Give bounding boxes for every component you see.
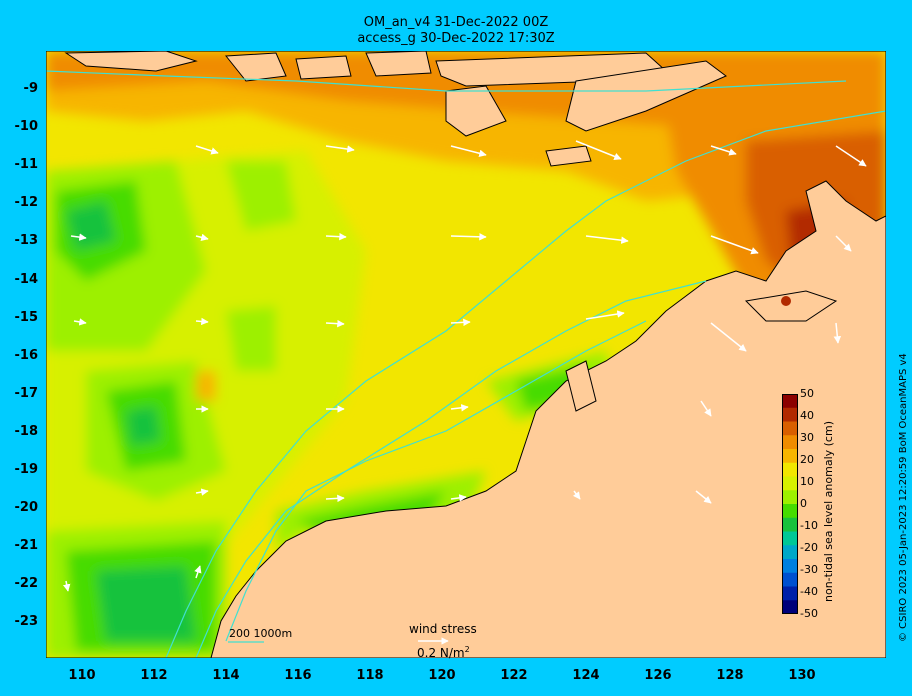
bathymetry-contours — [46, 70, 886, 658]
colorbar-tick-label: 50 — [800, 387, 814, 400]
lon-label: 124 — [572, 668, 600, 683]
sea-level-map[interactable] — [46, 51, 886, 658]
lat-label: -13 — [14, 233, 39, 248]
lon-label: 128 — [716, 668, 744, 683]
lon-label: 126 — [644, 668, 672, 683]
colorbar-swatch — [782, 600, 798, 614]
lon-label: 114 — [212, 668, 240, 683]
colorbar-tick-label: -10 — [800, 519, 818, 532]
colorbar-swatch — [782, 407, 798, 422]
colorbar-swatch — [782, 394, 798, 409]
colorbar-swatch — [782, 490, 798, 505]
lat-label: -16 — [14, 348, 39, 363]
colorbar-swatch — [782, 449, 798, 464]
lon-label: 110 — [68, 668, 96, 683]
colorbar-swatch — [782, 517, 798, 532]
colorbar-swatch — [782, 586, 798, 601]
colorbar-tick-label: -50 — [800, 607, 818, 620]
colorbar-swatch — [782, 545, 798, 560]
colorbar-swatch — [782, 559, 798, 574]
colorbar-swatch — [782, 435, 798, 450]
wind-legend-label: wind stress — [409, 622, 477, 636]
lat-label: -18 — [14, 424, 39, 439]
colorbar-swatch — [782, 421, 798, 436]
lon-label: 122 — [500, 668, 528, 683]
credit-text: © CSIRO 2023 05-Jan-2023 12:20:59 BoM Oc… — [898, 353, 909, 642]
lat-label: -10 — [14, 119, 39, 134]
colorbar-tick-label: 30 — [800, 431, 814, 444]
colorbar-tick-label: -30 — [800, 563, 818, 576]
colorbar-swatch — [782, 462, 798, 477]
lat-label: -17 — [14, 386, 39, 401]
lat-label: -22 — [14, 576, 39, 591]
colorbar-swatch — [782, 476, 798, 491]
wind-scale-label: 0.2 N/m2 — [417, 645, 470, 660]
map-title-line-2: access_g 30-Dec-2022 17:30Z — [357, 31, 555, 46]
lon-label: 130 — [788, 668, 816, 683]
colorbar-swatch — [782, 504, 798, 519]
wind-stress-arrows — [62, 140, 867, 592]
lat-label: -11 — [14, 157, 39, 172]
colorbar-tick-label: 0 — [800, 497, 807, 510]
map-title-line-1: OM_an_v4 31-Dec-2022 00Z — [363, 15, 549, 30]
lat-label: -9 — [23, 81, 38, 96]
contour-legend-label: 200 1000m — [229, 627, 293, 640]
lat-label: -19 — [14, 462, 39, 477]
lat-label: -12 — [14, 195, 39, 210]
lat-label: -23 — [14, 614, 39, 629]
colorbar — [782, 394, 798, 614]
lat-label: -15 — [14, 310, 39, 325]
lat-label: -14 — [14, 272, 39, 287]
lon-label: 120 — [428, 668, 456, 683]
colorbar-tick-label: 40 — [800, 409, 814, 422]
lon-label: 112 — [140, 668, 168, 683]
colorbar-title: non-tidal sea level anomaly (cm) — [822, 421, 835, 602]
islands — [64, 51, 727, 167]
lat-label: -20 — [14, 500, 39, 515]
colorbar-swatch — [782, 572, 798, 587]
colorbar-swatch — [782, 531, 798, 546]
lon-label: 118 — [356, 668, 384, 683]
colorbar-tick-label: -40 — [800, 585, 818, 598]
colorbar-tick-label: -20 — [800, 541, 818, 554]
lat-label: -21 — [14, 538, 39, 553]
australia-land — [210, 180, 886, 658]
lon-label: 116 — [284, 668, 312, 683]
colorbar-tick-label: 20 — [800, 453, 814, 466]
colorbar-tick-label: 10 — [800, 475, 814, 488]
